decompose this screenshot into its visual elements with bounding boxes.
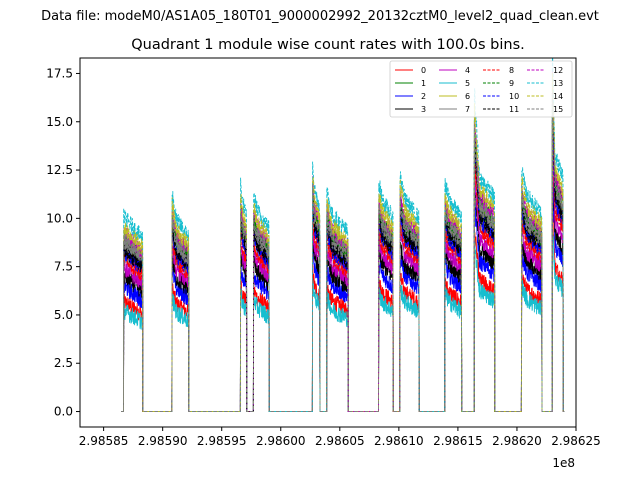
x-tick-label: 2.98595 <box>197 434 247 448</box>
legend-label-14: 14 <box>553 92 563 101</box>
legend-label-3: 3 <box>421 105 426 114</box>
chart-title: Quadrant 1 module wise count rates with … <box>131 37 525 53</box>
x-offset-label: 1e8 <box>552 456 575 470</box>
x-tick-label: 2.98585 <box>79 434 129 448</box>
y-tick-label: 2.5 <box>54 356 73 370</box>
y-tick-label: 17.5 <box>46 66 73 80</box>
legend-label-13: 13 <box>553 79 563 88</box>
y-tick-label: 12.5 <box>46 163 73 177</box>
legend-label-2: 2 <box>421 92 426 101</box>
y-tick-label: 15.0 <box>46 115 73 129</box>
series-line-15 <box>121 91 565 412</box>
legend-label-7: 7 <box>465 105 470 114</box>
axes-layer: 2.98585 2.98590 2.98595 2.98600 2.98605 2.986… <box>46 57 601 448</box>
legend-label-12: 12 <box>553 66 563 75</box>
y-tick-label: 5.0 <box>54 308 73 322</box>
legend-label-15: 15 <box>553 105 563 114</box>
legend-label-9: 9 <box>509 79 514 88</box>
series-line-10 <box>121 117 565 412</box>
legend-label-10: 10 <box>509 92 519 101</box>
legend-label-11: 11 <box>509 105 519 114</box>
plot-frame <box>79 57 577 428</box>
series-line-13 <box>121 58 565 412</box>
series-layer <box>121 58 565 412</box>
legend-label-8: 8 <box>509 66 514 75</box>
legend-label-5: 5 <box>465 79 470 88</box>
y-tick-label: 10.0 <box>46 211 73 225</box>
legend-label-6: 6 <box>465 92 470 101</box>
x-tick-label: 2.98620 <box>492 434 542 448</box>
legend-label-1: 1 <box>421 79 426 88</box>
series-line-8 <box>121 125 565 412</box>
y-tick-label: 0.0 <box>54 405 73 419</box>
legend-label-0: 0 <box>421 66 426 75</box>
x-tick-label: 2.98590 <box>138 434 188 448</box>
legend-label-4: 4 <box>465 66 470 75</box>
legend-box <box>389 60 573 118</box>
x-tick-label: 2.98605 <box>315 434 365 448</box>
x-tick-label: 2.98600 <box>256 434 306 448</box>
data-file-subtitle: Data file: modeM0/AS1A05_180T01_90000029… <box>41 9 599 24</box>
y-tick-label: 7.5 <box>54 260 73 274</box>
x-tick-label: 2.98625 <box>551 434 601 448</box>
x-tick-label: 2.98610 <box>374 434 424 448</box>
x-tick-label: 2.98615 <box>433 434 483 448</box>
